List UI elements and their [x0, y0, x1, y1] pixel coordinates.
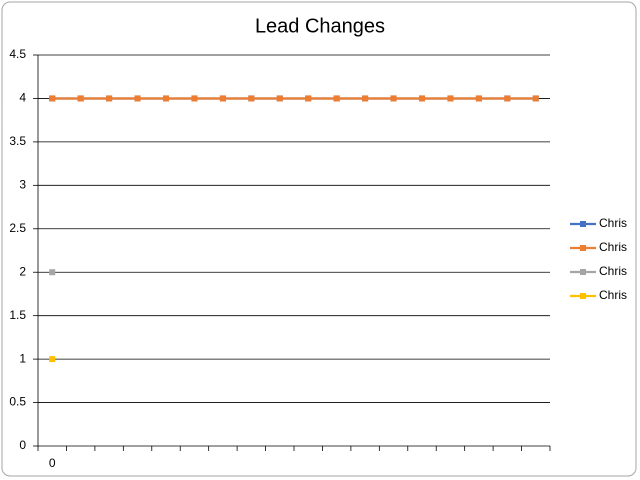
y-tick-label: 1	[19, 351, 26, 365]
y-tick-label: 0	[19, 438, 26, 452]
legend-marker	[580, 269, 586, 275]
data-point	[504, 95, 511, 102]
data-point	[419, 95, 425, 102]
y-tick-label: 2.5	[9, 221, 26, 235]
data-point	[532, 95, 539, 102]
y-tick-label: 2	[19, 264, 26, 278]
chart-title: Lead Changes	[255, 15, 385, 37]
data-point	[49, 356, 56, 363]
data-point	[219, 95, 226, 102]
x-tick-label: 0	[49, 456, 56, 470]
y-tick-label: 0.5	[9, 395, 26, 409]
data-point	[134, 95, 141, 102]
data-point	[163, 95, 169, 102]
y-tick-label: 1.5	[9, 308, 26, 322]
legend-label: Chris	[599, 240, 627, 254]
data-point	[305, 95, 312, 102]
data-point	[362, 95, 369, 102]
data-point	[49, 95, 56, 102]
data-point	[447, 95, 454, 102]
y-tick-label: 3.5	[9, 134, 26, 148]
legend-marker	[580, 245, 586, 251]
legend-label: Chris	[599, 288, 627, 302]
data-point	[106, 95, 113, 102]
data-point	[333, 95, 340, 102]
y-tick-label: 3	[19, 178, 26, 192]
y-tick-label: 4.5	[9, 47, 26, 61]
data-point	[276, 95, 283, 102]
legend-label: Chris	[599, 216, 627, 230]
data-point	[77, 95, 84, 102]
y-tick-label: 4	[19, 91, 26, 105]
legend-label: Chris	[599, 264, 627, 278]
data-point	[191, 95, 198, 102]
legend-marker	[580, 221, 586, 227]
legend-marker	[580, 293, 586, 299]
data-point	[49, 269, 56, 276]
data-point	[248, 95, 255, 102]
data-point	[390, 95, 397, 102]
data-point	[475, 95, 482, 102]
